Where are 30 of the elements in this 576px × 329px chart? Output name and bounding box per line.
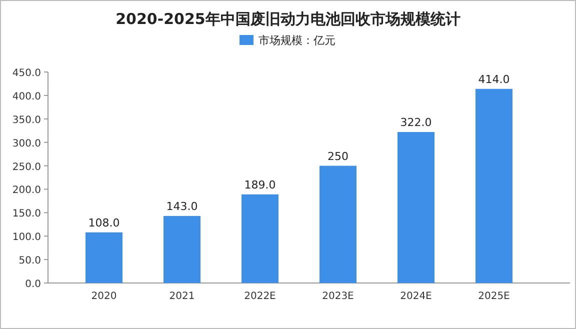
bar (242, 194, 278, 283)
bar (476, 88, 512, 283)
legend-label: 市场规模：亿元 (258, 34, 336, 47)
x-tick-label: 2023E (322, 291, 354, 302)
x-tick-label: 2024E (400, 291, 432, 302)
data-label: 322.0 (400, 116, 432, 130)
bar (86, 232, 122, 283)
x-tick-label: 2021 (169, 291, 195, 302)
bar (164, 216, 200, 283)
y-tick-label: 350.0 (12, 114, 41, 126)
data-label: 189.0 (244, 178, 276, 192)
y-tick-label: 300.0 (12, 138, 41, 150)
y-tick-label: 250.0 (12, 162, 41, 173)
y-tick-label: 400.0 (12, 91, 41, 102)
y-tick-label: 100.0 (12, 232, 41, 244)
y-tick-label: 450.0 (12, 68, 41, 79)
y-tick-label: 0.0 (25, 279, 41, 290)
data-label: 143.0 (166, 200, 198, 213)
data-label: 414.0 (478, 72, 510, 86)
y-tick-label: 150.0 (12, 208, 41, 220)
x-tick-label: 2022E (244, 291, 276, 302)
y-tick-label: 200.0 (12, 185, 41, 196)
data-label: 250 (328, 150, 348, 163)
chart-title: 2020-2025年中国废旧动力电池回收市场规模统计 (116, 10, 460, 28)
bar (320, 166, 356, 283)
bar (398, 132, 434, 283)
data-label: 108.0 (88, 216, 120, 230)
x-tick-label: 2020 (91, 291, 117, 302)
x-tick-label: 2025E (478, 291, 510, 302)
y-tick-label: 50.0 (18, 256, 41, 267)
